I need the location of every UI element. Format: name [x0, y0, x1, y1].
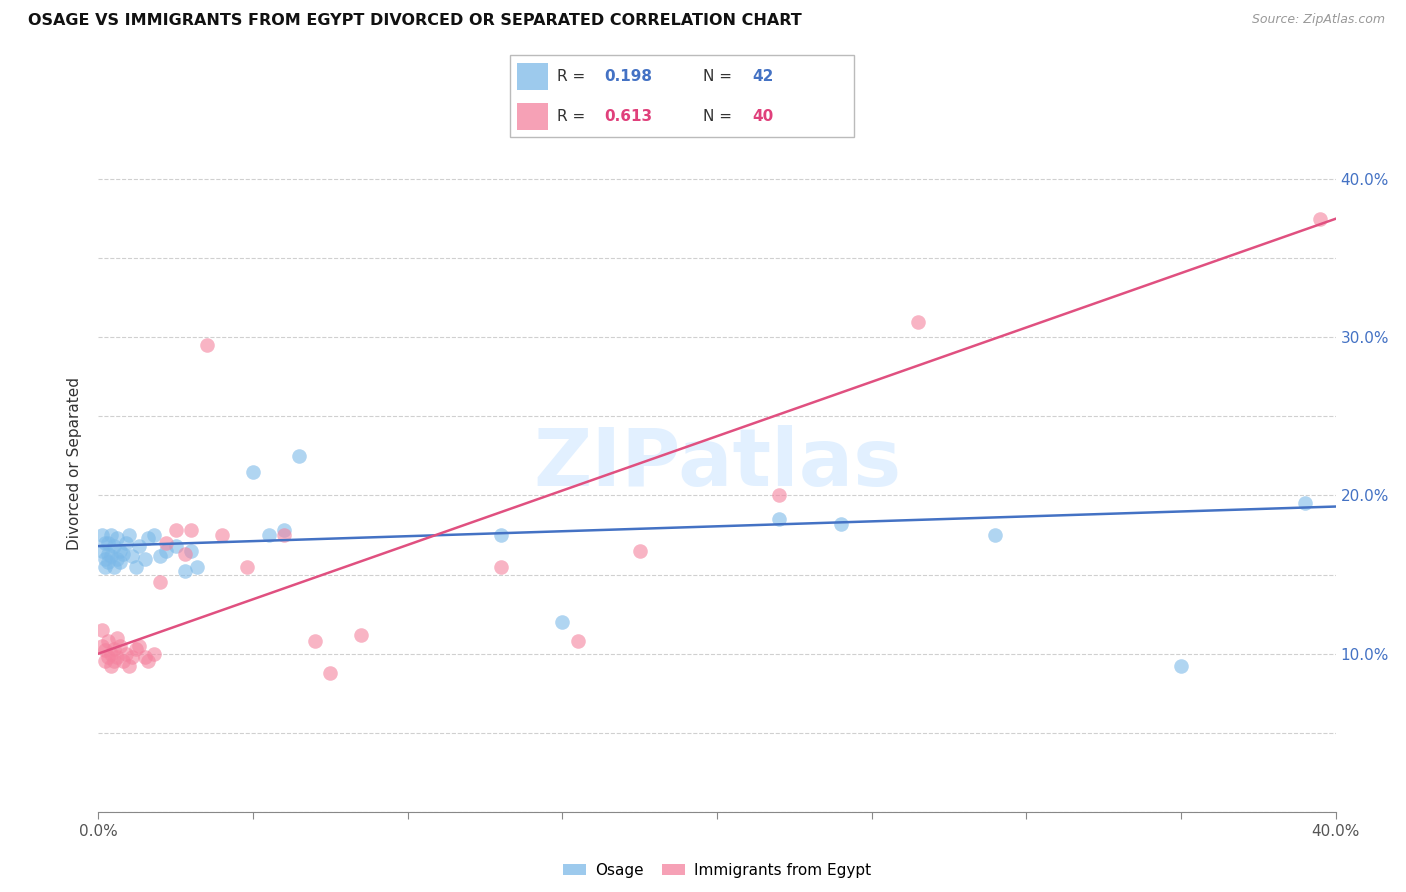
Point	[143, 647, 166, 661]
Point	[174, 565, 197, 579]
Point	[830, 516, 852, 531]
Point	[90, 623, 112, 637]
Point	[242, 465, 264, 479]
Point	[768, 512, 790, 526]
Point	[118, 659, 141, 673]
Point	[105, 531, 128, 545]
Point	[103, 539, 125, 553]
Bar	[517, 103, 548, 130]
Point	[93, 655, 115, 669]
Point	[174, 547, 197, 561]
Point	[97, 536, 120, 550]
Point	[180, 543, 202, 558]
Point	[1170, 659, 1192, 673]
Point	[97, 555, 120, 569]
Point	[108, 639, 131, 653]
Text: N =: N =	[703, 69, 737, 84]
Point	[108, 555, 131, 569]
Text: ZIPatlas: ZIPatlas	[533, 425, 901, 503]
Point	[136, 531, 159, 545]
Point	[288, 449, 311, 463]
Text: R =: R =	[557, 69, 591, 84]
Text: Source: ZipAtlas.com: Source: ZipAtlas.com	[1251, 13, 1385, 27]
Point	[100, 528, 122, 542]
Point	[97, 649, 120, 664]
Bar	[517, 62, 548, 90]
Point	[97, 547, 120, 561]
Point	[90, 639, 112, 653]
Point	[124, 641, 146, 656]
Point	[236, 559, 259, 574]
Point	[304, 634, 326, 648]
Point	[112, 547, 135, 561]
Point	[257, 528, 280, 542]
Point	[1309, 211, 1331, 226]
Point	[118, 528, 141, 542]
Point	[90, 528, 112, 542]
Point	[628, 543, 651, 558]
Point	[103, 641, 125, 656]
Text: 0.198: 0.198	[605, 69, 652, 84]
Point	[90, 543, 112, 558]
Point	[105, 631, 128, 645]
Point	[103, 559, 125, 574]
Point	[105, 551, 128, 566]
Point	[93, 643, 115, 657]
Point	[143, 528, 166, 542]
Point	[112, 655, 135, 669]
Point	[93, 551, 115, 566]
Point	[124, 559, 146, 574]
Point	[121, 549, 143, 563]
Point	[984, 528, 1007, 542]
Point	[1294, 496, 1316, 510]
Point	[567, 634, 589, 648]
Point	[211, 528, 233, 542]
Point	[165, 523, 187, 537]
Point	[128, 539, 150, 553]
Point	[115, 536, 138, 550]
Point	[93, 559, 115, 574]
Point	[273, 528, 295, 542]
Point	[134, 649, 156, 664]
Text: N =: N =	[703, 109, 737, 124]
Point	[768, 488, 790, 502]
Point	[93, 536, 115, 550]
Point	[350, 627, 373, 641]
Point	[136, 655, 159, 669]
Point	[165, 539, 187, 553]
Point	[108, 543, 131, 558]
Point	[100, 659, 122, 673]
Legend: Osage, Immigrants from Egypt: Osage, Immigrants from Egypt	[557, 857, 877, 884]
Text: R =: R =	[557, 109, 591, 124]
Point	[97, 634, 120, 648]
Point	[100, 647, 122, 661]
Point	[489, 559, 512, 574]
Point	[195, 338, 218, 352]
Point	[103, 655, 125, 669]
Point	[186, 559, 208, 574]
Y-axis label: Divorced or Separated: Divorced or Separated	[67, 377, 83, 550]
Point	[319, 665, 342, 680]
Point	[105, 649, 128, 664]
Text: OSAGE VS IMMIGRANTS FROM EGYPT DIVORCED OR SEPARATED CORRELATION CHART: OSAGE VS IMMIGRANTS FROM EGYPT DIVORCED …	[28, 13, 801, 29]
Point	[115, 647, 138, 661]
Point	[155, 543, 177, 558]
Point	[551, 615, 574, 629]
Point	[273, 523, 295, 537]
Point	[149, 549, 172, 563]
Point	[155, 536, 177, 550]
Point	[149, 575, 172, 590]
Point	[121, 649, 143, 664]
Point	[180, 523, 202, 537]
Point	[100, 549, 122, 563]
Text: 0.613: 0.613	[605, 109, 652, 124]
Point	[489, 528, 512, 542]
Text: 42: 42	[752, 69, 773, 84]
Text: 40: 40	[752, 109, 773, 124]
Point	[134, 551, 156, 566]
Point	[128, 639, 150, 653]
Point	[907, 314, 929, 328]
FancyBboxPatch shape	[509, 55, 855, 136]
